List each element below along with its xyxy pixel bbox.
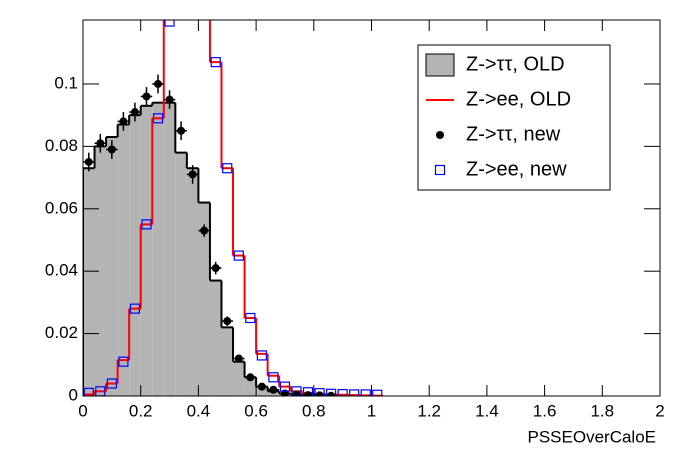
legend-label: Z->ττ, new [466,123,561,145]
square-marker [129,303,141,314]
legend-swatch [425,53,455,77]
x-tick-label: 0.8 [302,401,326,420]
square-marker [152,113,164,124]
square-marker [233,250,244,261]
point [304,391,313,396]
square-marker [164,20,175,27]
hist-bar [209,280,222,396]
point [292,390,301,396]
point [327,391,336,396]
hist-bar [163,102,176,396]
square-marker [268,372,279,383]
x-tick-label: 0.2 [129,401,153,420]
square-marker [326,388,337,396]
point [246,373,255,382]
hist-bar [94,146,107,396]
x-tick-label: 1.6 [533,401,557,420]
square-marker [141,219,152,230]
square-marker [279,381,291,392]
square-marker [256,350,267,361]
point [257,382,266,391]
x-tick-label: 1.8 [590,401,614,420]
hist-bar [233,361,245,396]
square-marker [360,389,371,396]
x-tick-label: 2 [655,401,664,420]
square-marker [337,389,348,396]
point [188,170,197,179]
point [200,226,209,235]
legend-label: Z->ee, new [466,158,567,180]
point [119,117,128,126]
hist-bar [221,327,234,396]
square-marker [349,389,360,396]
y-tick-label: 0.04 [45,261,78,280]
x-tick-label: 0.4 [187,401,211,420]
hist-bar [152,102,164,396]
square-marker [245,312,256,324]
hist-bar [83,168,95,396]
square-marker [314,388,325,396]
y-tick-label: 0.1 [54,73,78,92]
hist-bar [244,377,257,396]
x-tick-label: 0.6 [244,401,268,420]
point [154,79,163,88]
x-tick-label: 0 [78,401,87,420]
hist-bar [186,168,199,396]
point [234,354,243,363]
point [223,317,232,326]
hist-bar [198,202,210,396]
square-marker [83,387,94,396]
y-tick-label: 0.08 [45,136,78,155]
x-axis-label: PSSEOverCaloE [528,427,657,446]
point [130,108,139,117]
legend-swatch [434,164,446,176]
hist-bar [106,137,118,396]
y-tick-label: 0 [69,385,78,404]
hist-bar [117,124,130,396]
hist-bar [175,152,187,396]
point [84,157,93,166]
square-marker [302,387,314,396]
legend-swatch [436,131,444,139]
point [107,145,116,154]
legend-label: Z->ee, OLD [466,88,571,110]
y-tick-label: 0.02 [45,323,78,342]
hist-bar [256,386,268,396]
square-marker [372,389,383,396]
y-tick-label: 0.06 [45,198,78,217]
point [211,264,220,273]
point [269,385,278,394]
square-marker [222,163,233,174]
point [177,126,186,135]
hist-bar [140,105,153,396]
point [96,139,105,148]
point [315,391,324,396]
x-tick-label: 1.4 [475,401,499,420]
x-tick-label: 1 [367,401,376,420]
point [142,92,151,101]
hist-bar [129,115,141,396]
legend-label: Z->ττ, OLD [466,53,565,75]
x-tick-label: 1.2 [417,401,441,420]
square-marker [106,378,117,389]
point [165,95,174,104]
square-marker [118,356,129,367]
plot-area [83,20,385,396]
square-marker [210,57,221,68]
